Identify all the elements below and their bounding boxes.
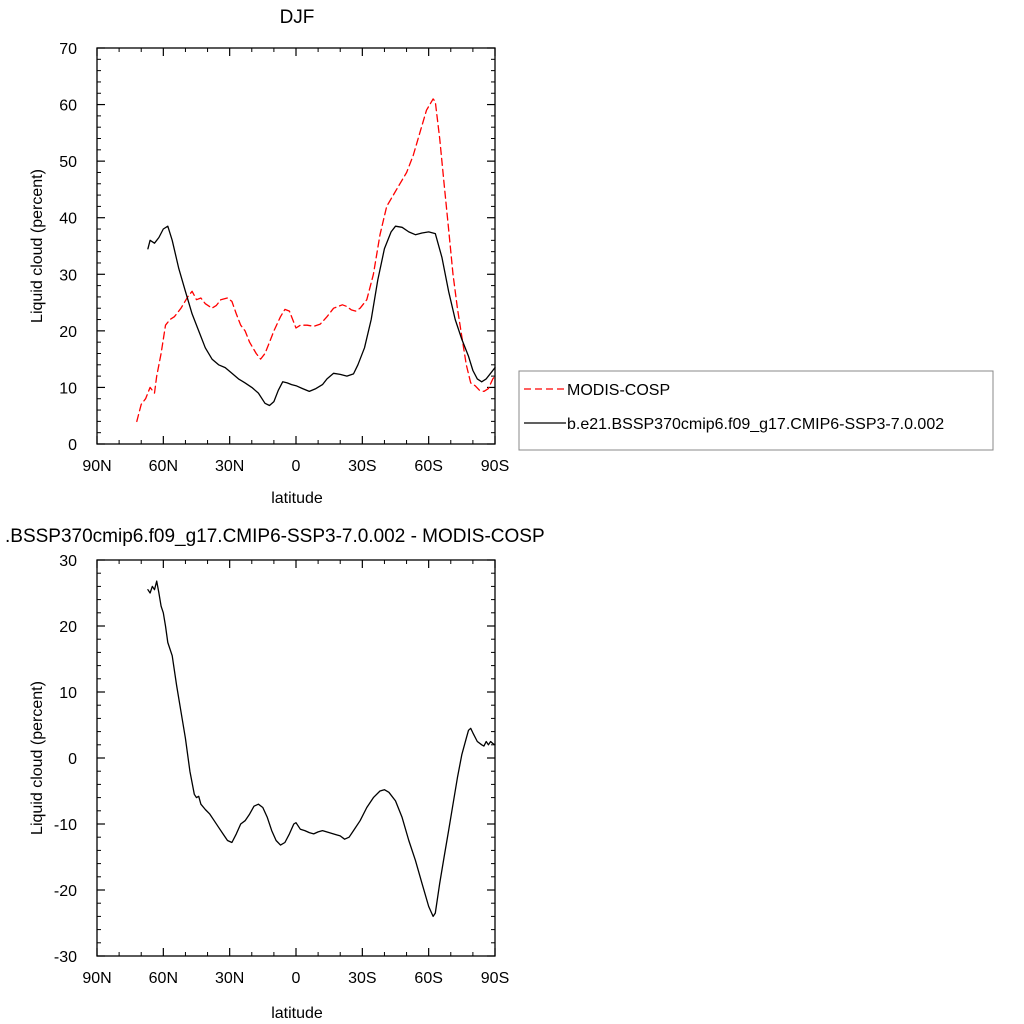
- x-axis: 90N 60N 30N 0 30S 60S 90S: [82, 48, 509, 475]
- x-tick-label: 90N: [82, 458, 111, 475]
- y-axis: -30 -20 -10 0 10 20 30: [54, 553, 495, 966]
- y-tick-label: 20: [59, 619, 77, 636]
- legend-label-model: b.e21.BSSP370cmip6.f09_g17.CMIP6-SSP3-7.…: [567, 416, 944, 433]
- x-tick-label: 30S: [348, 970, 376, 987]
- chart-difference: .BSSP370cmip6.f09_g17.CMIP6-SSP3-7.0.002…: [5, 526, 545, 1022]
- y-tick-label: 60: [59, 98, 77, 115]
- legend-box: [518, 370, 994, 451]
- y-tick-label: 0: [68, 751, 77, 768]
- series-group: [136, 98, 496, 423]
- series-line-b-e21-bssp370cmip6-f09-g17-cmip6-ssp3-7-0-002: [147, 225, 496, 407]
- x-axis-label: latitude: [271, 1005, 323, 1022]
- chart-djf: DJF 90N 60N 30N 0 30S 60S 90S 010203040506070 …: [29, 7, 509, 507]
- x-tick-label: 90S: [481, 458, 509, 475]
- y-tick-label: 20: [59, 324, 77, 341]
- y-axis-label: Liquid cloud (percent): [29, 681, 46, 835]
- series-group: [147, 580, 496, 918]
- y-tick-label: 40: [59, 211, 77, 228]
- y-tick-label: 70: [59, 41, 77, 58]
- x-tick-label: 60N: [149, 458, 178, 475]
- x-tick-label: 0: [292, 458, 301, 475]
- y-tick-label: 0: [68, 437, 77, 454]
- plot-frame: [96, 559, 496, 957]
- y-tick-label: 10: [59, 380, 77, 397]
- legend-label-modis: MODIS-COSP: [567, 382, 670, 399]
- y-tick-label: -10: [54, 817, 77, 834]
- x-tick-label: 0: [292, 970, 301, 987]
- x-tick-label: 90S: [481, 970, 509, 987]
- y-axis: 0 10 20 30 40 50 60 70: [59, 41, 495, 454]
- x-tick-label: 90N: [82, 970, 111, 987]
- plot-frame: [96, 47, 496, 445]
- chart-title: DJF: [280, 7, 315, 28]
- y-tick-label: -30: [54, 949, 77, 966]
- y-tick-label: 30: [59, 553, 77, 570]
- x-axis-label: latitude: [271, 490, 323, 507]
- y-axis-label: Liquid cloud (percent): [29, 169, 46, 323]
- x-tick-label: 30N: [215, 970, 244, 987]
- y-tick-label: 50: [59, 154, 77, 171]
- chart-title: .BSSP370cmip6.f09_g17.CMIP6-SSP3-7.0.002…: [5, 526, 545, 547]
- x-axis: 90N 60N 30N 0 30S 60S 90S: [82, 560, 509, 987]
- x-tick-label: 30S: [348, 458, 376, 475]
- y-tick-label: -20: [54, 883, 77, 900]
- x-tick-label: 60N: [149, 970, 178, 987]
- y-tick-label: 10: [59, 685, 77, 702]
- x-tick-label: 60S: [414, 970, 442, 987]
- series-line-diff-0: [147, 580, 496, 918]
- x-tick-label: 60S: [414, 458, 442, 475]
- y-tick-label: 30: [59, 267, 77, 284]
- series-line-modis-cosp: [136, 98, 496, 423]
- legend: MODIS-COSP b.e21.BSSP370cmip6.f09_g17.CM…: [518, 370, 994, 451]
- x-tick-label: 30N: [215, 458, 244, 475]
